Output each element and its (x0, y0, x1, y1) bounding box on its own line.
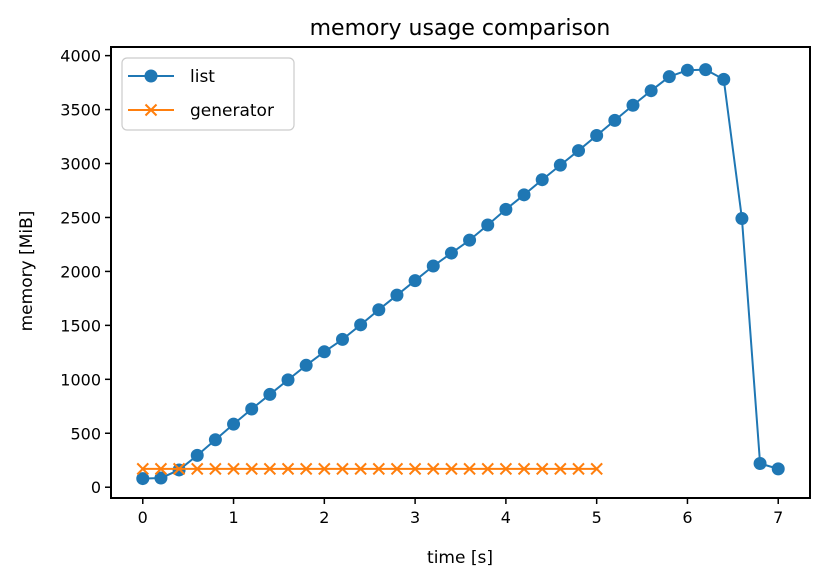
y-tick-label: 1000 (60, 370, 101, 389)
data-point-generator (535, 462, 549, 476)
data-point-list (771, 462, 785, 476)
data-point-list (263, 387, 277, 401)
x-tick-label: 4 (501, 508, 511, 527)
x-tick-label: 7 (773, 508, 783, 527)
data-point-generator (281, 462, 295, 476)
data-point-generator (154, 462, 168, 476)
data-point-list (281, 373, 295, 387)
chart-title: memory usage comparison (310, 16, 611, 41)
x-axis-label: time [s] (427, 548, 493, 568)
data-point-generator (136, 462, 149, 476)
data-point-list (662, 70, 676, 84)
data-point-generator (572, 462, 585, 476)
data-point-list (572, 144, 586, 158)
data-point-list (408, 274, 422, 288)
legend-generator-label: generator (190, 101, 274, 121)
data-point-generator (172, 462, 186, 476)
data-point-generator (499, 462, 513, 476)
data-point-list (335, 332, 349, 346)
data-point-generator (318, 462, 331, 476)
data-point-list (299, 358, 313, 372)
data-point-generator (463, 462, 476, 476)
series-layer (136, 63, 785, 486)
data-point-generator (372, 462, 386, 476)
data-point-list (245, 402, 259, 416)
x-tick-label: 1 (228, 508, 238, 527)
data-point-list (426, 259, 440, 273)
data-point-list (753, 456, 767, 470)
data-point-list (608, 113, 622, 127)
data-point-generator (227, 462, 240, 476)
data-point-generator (427, 462, 440, 476)
data-point-list (680, 63, 694, 77)
data-point-generator (354, 462, 367, 476)
x-tick-label: 2 (319, 508, 329, 527)
y-axis-ticks: 0 500 1000 1500 2000 2500 3000 3500 4000 (60, 47, 111, 497)
x-tick-label: 3 (410, 508, 420, 527)
x-tick-label: 0 (138, 508, 148, 527)
y-tick-label: 2500 (60, 208, 101, 227)
legend-generator-marker (144, 103, 158, 117)
data-point-list (317, 345, 331, 359)
legend: list generator (121, 57, 295, 131)
y-tick-label: 500 (70, 424, 101, 443)
data-point-generator (445, 462, 458, 476)
data-point-list (481, 218, 495, 232)
data-point-list (535, 173, 549, 187)
data-point-generator (209, 462, 222, 476)
data-point-list (626, 98, 640, 112)
legend-list-marker (144, 69, 158, 83)
data-point-generator (408, 462, 422, 476)
data-point-generator (590, 462, 603, 476)
data-point-list (590, 128, 604, 142)
data-point-generator (245, 462, 258, 476)
data-point-list (154, 471, 168, 485)
data-point-list (553, 158, 567, 172)
data-point-generator (554, 462, 567, 476)
x-tick-label: 5 (592, 508, 602, 527)
data-point-list (644, 84, 658, 98)
data-point-list (499, 202, 513, 216)
data-point-list (517, 188, 531, 202)
series-generator (136, 462, 603, 476)
x-tick-label: 6 (682, 508, 692, 527)
data-point-list (136, 472, 150, 486)
data-point-generator (191, 462, 204, 476)
data-point-generator (299, 462, 313, 476)
plot-frame (110, 46, 811, 499)
y-tick-label: 1500 (60, 316, 101, 335)
y-axis-label: memory [MiB] (17, 211, 37, 332)
legend-list-label: list (190, 67, 215, 87)
y-tick-label: 3000 (60, 155, 101, 174)
data-point-list (390, 288, 404, 302)
data-point-list (372, 303, 386, 317)
data-point-list (735, 212, 749, 226)
data-point-list (190, 448, 204, 462)
series-list (136, 63, 785, 486)
y-tick-label: 2000 (60, 262, 101, 281)
data-point-list (354, 318, 368, 332)
data-point-list (444, 246, 458, 260)
y-tick-label: 4000 (60, 47, 101, 66)
y-tick-label: 0 (91, 478, 101, 497)
data-point-generator (336, 462, 349, 476)
data-point-generator (263, 462, 277, 476)
data-point-generator (517, 462, 531, 476)
data-point-generator (390, 462, 404, 476)
data-point-list (717, 72, 731, 86)
data-point-generator (481, 462, 494, 476)
y-tick-label: 3500 (60, 101, 101, 120)
data-point-list (208, 433, 222, 447)
data-point-list (227, 417, 241, 431)
data-point-list (699, 63, 713, 77)
data-point-list (463, 233, 477, 247)
